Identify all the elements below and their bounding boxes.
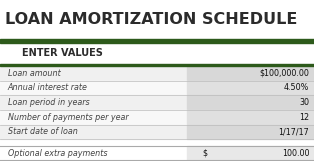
Bar (0, 66, 187, 80)
Bar (187, 80, 314, 95)
Bar (0, 64, 314, 66)
Bar (0, 39, 314, 43)
Text: Loan amount: Loan amount (8, 69, 61, 78)
Bar (187, 125, 314, 139)
Bar (0, 125, 187, 139)
Bar (0, 95, 187, 110)
Bar (187, 66, 314, 80)
Text: $100,000.00: $100,000.00 (259, 69, 309, 78)
Text: 1/17/17: 1/17/17 (279, 127, 309, 136)
Text: Start date of loan: Start date of loan (8, 127, 78, 136)
Bar (187, 146, 314, 161)
Text: 100.00: 100.00 (282, 149, 309, 158)
Bar (187, 95, 314, 110)
Bar (0, 80, 187, 95)
Text: $: $ (203, 149, 208, 158)
Text: Optional extra payments: Optional extra payments (8, 149, 107, 158)
Bar (0, 110, 187, 125)
Text: 30: 30 (299, 98, 309, 107)
Text: ENTER VALUES: ENTER VALUES (22, 48, 103, 58)
Text: Loan period in years: Loan period in years (8, 98, 89, 107)
Text: Number of payments per year: Number of payments per year (8, 113, 128, 122)
Text: Annual interest rate: Annual interest rate (8, 83, 88, 92)
Text: 12: 12 (299, 113, 309, 122)
Bar (187, 110, 314, 125)
Bar (0, 146, 314, 161)
Text: LOAN AMORTIZATION SCHEDULE: LOAN AMORTIZATION SCHEDULE (5, 12, 297, 27)
Text: 4.50%: 4.50% (284, 83, 309, 92)
